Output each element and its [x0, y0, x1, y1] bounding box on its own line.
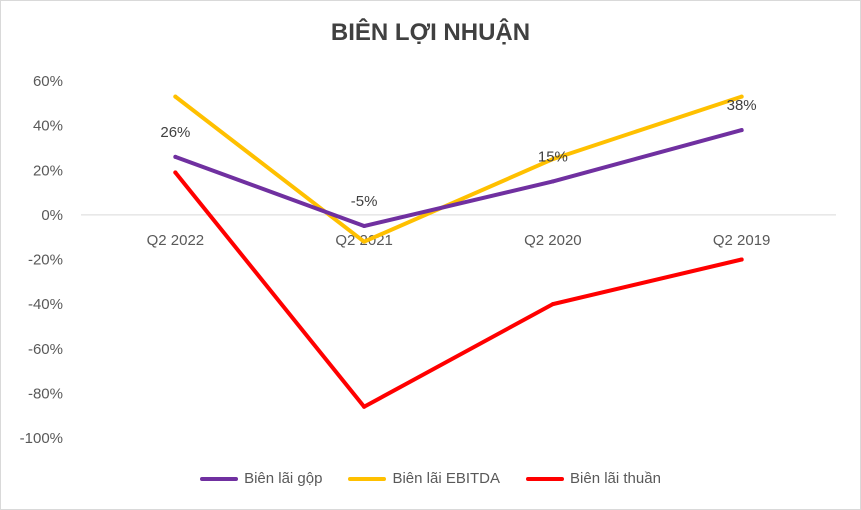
data-label: 26%: [160, 124, 190, 141]
data-point: [362, 239, 367, 244]
legend-swatch: [348, 476, 387, 481]
x-tick-label: Q2 2020: [524, 232, 582, 249]
data-point: [173, 94, 178, 99]
y-tick-label: -80%: [28, 385, 63, 402]
legend-label: Biên lãi gộp: [244, 470, 323, 487]
data-point: [550, 157, 555, 162]
data-point: [362, 404, 367, 409]
legend-swatch: [526, 476, 565, 481]
y-tick-label: 0%: [41, 207, 63, 224]
legend-item: Biên lãi gộp: [200, 470, 322, 487]
legend-label: Biên lãi EBITDA: [392, 470, 501, 487]
y-tick-label: -100%: [20, 430, 63, 447]
y-tick-label: -60%: [28, 341, 63, 358]
y-tick-label: 60%: [33, 73, 63, 90]
y-tick-label: 40%: [33, 118, 63, 135]
legend-item: Biên lãi EBITDA: [348, 470, 500, 487]
data-point: [739, 257, 744, 262]
data-point: [550, 302, 555, 307]
legend-item: Biên lãi thuần: [526, 470, 661, 487]
series-line: [173, 94, 744, 244]
data-point: [173, 170, 178, 175]
chart-title: BIÊN LỢI NHUẬN: [330, 19, 531, 46]
x-tick-label: Q2 2019: [713, 232, 771, 249]
y-tick-label: 20%: [33, 162, 63, 179]
chart-legend: Biên lãi gộp Biên lãi EBITDA Biên lãi thuầ…: [1, 470, 860, 487]
legend-label: Biên lãi thuần: [570, 470, 661, 487]
data-point: [362, 224, 367, 229]
data-point: [739, 94, 744, 99]
y-tick-label: -40%: [28, 296, 63, 313]
data-point: [173, 154, 178, 159]
series-line: [173, 128, 744, 229]
data-label: -5%: [351, 193, 378, 210]
data-label: 38%: [727, 97, 757, 114]
x-tick-label: Q2 2022: [147, 232, 205, 249]
data-point: [550, 179, 555, 184]
data-label: 15%: [538, 148, 568, 165]
legend-swatch: [200, 476, 239, 481]
y-tick-label: -20%: [28, 252, 63, 269]
data-point: [739, 128, 744, 133]
series-line: [173, 170, 744, 409]
